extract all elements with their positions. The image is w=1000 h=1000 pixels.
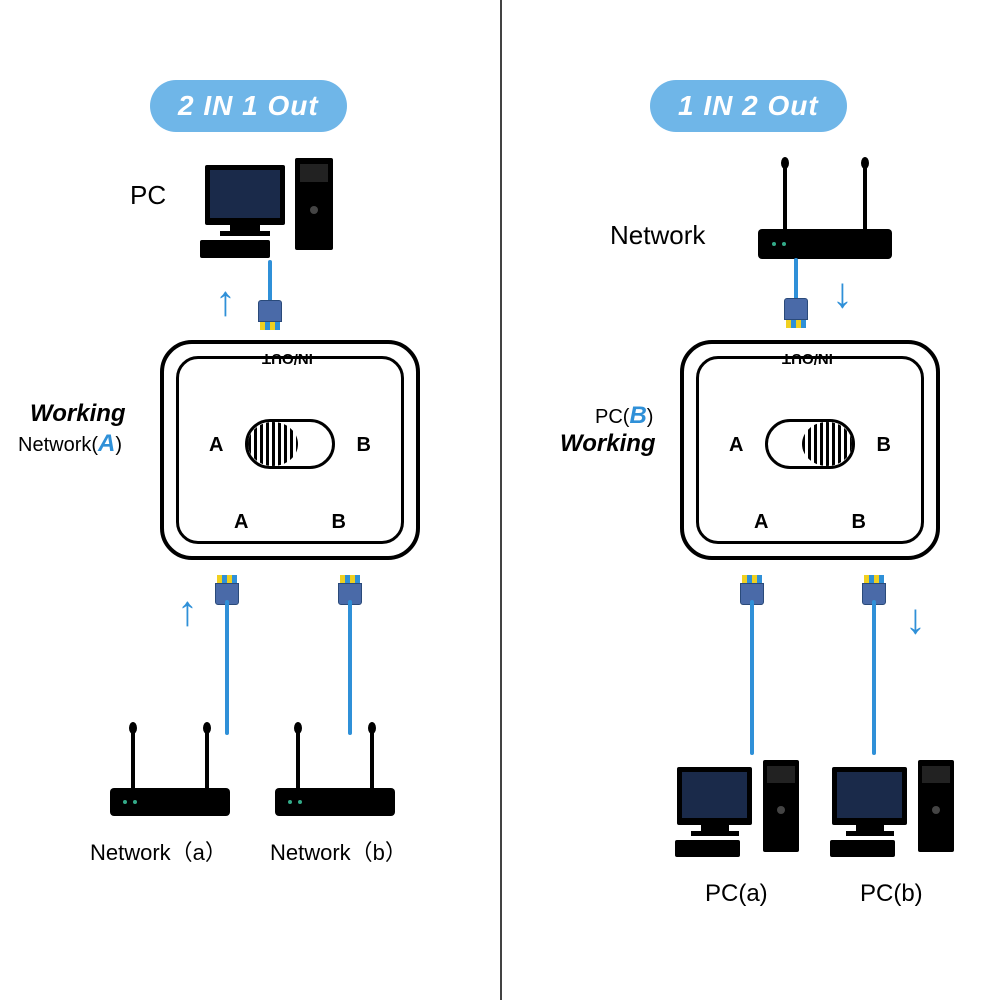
switch-label-a-bottom: A (234, 511, 248, 534)
pc-b-label: PC(b) (860, 880, 923, 908)
switch-label-b-bottom: B (332, 511, 346, 534)
pc-a-icon (675, 755, 810, 870)
working-sub-accent-r: B (629, 402, 646, 429)
cable-bottom-b-left (348, 600, 352, 735)
working-sub-suffix-r: ) (647, 406, 654, 428)
cable-bottom-a-right (750, 600, 754, 755)
arrow-up-bottom-left: ↑ (177, 590, 198, 632)
working-label-left: Working (30, 400, 126, 428)
switch-knob-grip-r (802, 422, 852, 466)
router-top-icon (740, 155, 910, 270)
switch-label-a-top-r: A (729, 434, 743, 457)
network-b-label: Network（b） (270, 835, 407, 867)
router-a-icon (95, 720, 245, 830)
working-sub-accent: A (98, 430, 115, 457)
switch-label-b-top: B (357, 434, 371, 457)
switch-io-label: IN/OUT (262, 350, 313, 367)
arrow-down-top-right: ↓ (832, 272, 853, 314)
rj45-top-left (258, 300, 282, 330)
network-label-right: Network (610, 220, 705, 251)
rj45-top-right (784, 298, 808, 328)
arrow-down-bottom-right: ↓ (905, 598, 926, 640)
network-a-label: Network（a） (90, 835, 227, 867)
pc-icon (200, 150, 340, 260)
pc-a-label: PC(a) (705, 880, 768, 908)
arrow-up-top-left: ↑ (215, 280, 236, 322)
switch-knob-left (245, 419, 335, 469)
switch-label-a-top: A (209, 434, 223, 457)
router-b-icon (260, 720, 410, 830)
working-sub-left: Network(A) (18, 430, 122, 458)
switch-label-b-top-r: B (877, 434, 891, 457)
working-sub-suffix: ) (115, 434, 122, 456)
working-sub-prefix-r: PC( (595, 406, 629, 428)
switch-io-label-r: IN/OUT (782, 350, 833, 367)
pc-label: PC (130, 180, 166, 211)
title-pill-right: 1 IN 2 Out (650, 80, 847, 132)
working-sub-prefix: Network( (18, 434, 98, 456)
switch-label-a-bottom-r: A (754, 511, 768, 534)
switch-box-right: IN/OUT A B A B (680, 340, 940, 560)
working-sub-right: PC(B) (595, 402, 653, 430)
panel-1in2out: 1 IN 2 Out Network ↓ PC(B) Working IN/OU… (500, 0, 1000, 1000)
switch-knob-grip (248, 422, 298, 466)
title-pill-left: 2 IN 1 Out (150, 80, 347, 132)
pc-b-icon (830, 755, 965, 870)
panel-2in1out: 2 IN 1 Out PC ↑ Working Network(A) IN/OU… (0, 0, 500, 1000)
switch-knob-right (765, 419, 855, 469)
switch-label-b-bottom-r: B (852, 511, 866, 534)
cable-bottom-a-left (225, 600, 229, 735)
working-label-right: Working (560, 430, 656, 458)
cable-bottom-b-right (872, 600, 876, 755)
switch-box-left: IN/OUT A B A B (160, 340, 420, 560)
